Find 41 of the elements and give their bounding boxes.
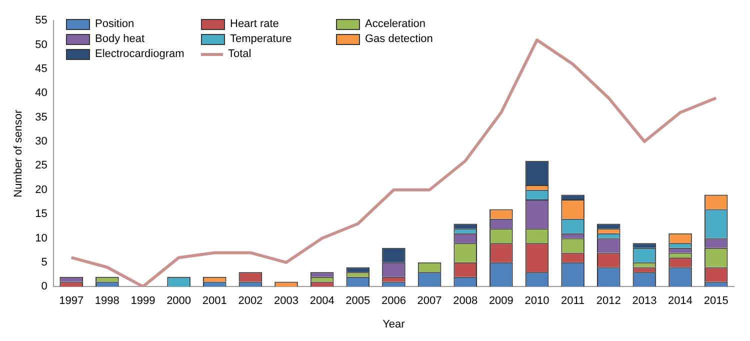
- y-axis-title: Number of sensor: [12, 110, 25, 198]
- x-tick-label: 2005: [346, 295, 370, 308]
- legend-label: Total: [228, 48, 252, 60]
- x-axis-title: Year: [382, 318, 406, 330]
- x-tick-label: 2002: [238, 295, 263, 308]
- x-tick-label: 2003: [274, 295, 298, 308]
- y-tick-label: 50: [35, 38, 48, 51]
- x-tick-label: 1998: [94, 295, 120, 308]
- x-tick-label: 2007: [417, 295, 442, 308]
- x-tick-label: 2014: [668, 295, 693, 308]
- x-tick-label: 2006: [381, 295, 406, 308]
- y-tick-label: 0: [41, 280, 48, 293]
- legend-label: Gas detection: [365, 33, 433, 45]
- x-tick-label: 1997: [59, 295, 84, 308]
- x-tick-label: 2012: [596, 295, 621, 308]
- x-tick-label: 2008: [453, 295, 478, 308]
- legend-label: Body heat: [95, 33, 145, 45]
- y-tick-label: 5: [41, 256, 48, 268]
- x-tick-label: 2015: [704, 295, 728, 308]
- y-tick-label: 25: [35, 160, 48, 172]
- x-tick-label: 1999: [130, 295, 156, 308]
- y-tick-label: 10: [35, 232, 48, 244]
- x-tick-label: 2004: [310, 295, 334, 308]
- y-tick-label: 15: [35, 208, 48, 220]
- x-tick-label: 2011: [560, 295, 585, 308]
- legend-label: Temperature: [230, 33, 292, 45]
- x-tick-label: 2010: [524, 295, 550, 308]
- legend-label: Position: [95, 18, 134, 30]
- legend-label: Acceleration: [365, 18, 426, 30]
- y-tick-label: 35: [35, 111, 48, 124]
- y-tick-label: 55: [35, 14, 48, 27]
- x-tick-label: 2001: [202, 295, 227, 308]
- legend-label: Heart rate: [230, 18, 279, 30]
- y-tick-label: 30: [35, 136, 48, 148]
- x-tick-label: 2013: [632, 295, 657, 308]
- x-tick-label: 2000: [166, 295, 192, 308]
- x-tick-label: 2009: [488, 295, 514, 308]
- y-tick-label: 20: [35, 184, 48, 196]
- legend-label: Electrocardiogram: [95, 48, 184, 60]
- y-tick-label: 40: [35, 87, 48, 100]
- y-tick-label: 45: [35, 62, 48, 75]
